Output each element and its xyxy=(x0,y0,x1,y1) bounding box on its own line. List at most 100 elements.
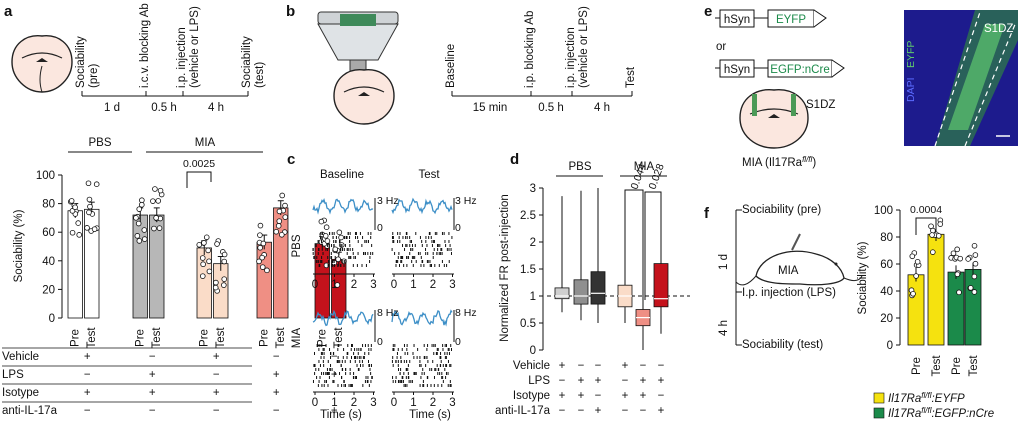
condition-value-a: + xyxy=(84,351,91,363)
data-point-a xyxy=(336,229,343,236)
rate-trace xyxy=(391,309,453,327)
condition-value-a: + xyxy=(273,369,280,381)
raster-panel: 0 1 2 3 0 1 2 3 0 1 2 3 0 1 2 3 xyxy=(312,197,456,409)
brain-icon xyxy=(11,35,73,93)
condition-value-a: − xyxy=(273,351,280,363)
data-point-f xyxy=(971,243,978,249)
panel-label-a: a xyxy=(4,3,13,20)
data-point-a xyxy=(68,198,75,204)
condition-row-label-d: anti-IL-17a xyxy=(495,405,551,417)
y-tick-label-f: 0 xyxy=(887,340,893,352)
construct-2: hSyn EGFP:nCre xyxy=(715,59,845,78)
data-point-a xyxy=(334,282,341,288)
data-point-f xyxy=(957,255,963,262)
brain-icon-e xyxy=(739,89,809,149)
y-tick-label-d: 2 xyxy=(530,237,536,249)
group-label-mia-d: MIA xyxy=(634,161,655,173)
mouse-icon xyxy=(735,233,863,286)
data-point-a xyxy=(341,258,347,265)
condition-value-a: + xyxy=(149,369,156,381)
condition-value-d: − xyxy=(640,405,647,417)
data-point-f xyxy=(910,291,916,297)
condition-value-a: − xyxy=(273,405,280,417)
data-point-f xyxy=(972,252,979,258)
condition-value-d: + xyxy=(595,375,602,387)
data-point-f xyxy=(954,271,961,278)
timeline-f: 1 d 4 h Sociability (pre) I.p. injection… xyxy=(718,204,836,351)
data-point-a xyxy=(151,225,157,232)
bar-f xyxy=(947,271,965,346)
p-value-f: 0.0004 xyxy=(910,204,942,216)
data-point-a xyxy=(279,192,286,199)
condition-value-a: + xyxy=(84,387,91,399)
condition-row-label-a: Isotype xyxy=(2,387,39,399)
bar-a xyxy=(67,210,83,319)
x-tick-label-f: Test xyxy=(931,355,943,377)
legend-swatch-eyfp xyxy=(873,392,885,404)
rate-scale-mia-baseline: 8 Hz xyxy=(377,307,399,319)
x-tick-label-f: Pre xyxy=(911,357,923,375)
data-point-a xyxy=(279,232,285,238)
data-point-a xyxy=(84,225,90,231)
condition-value-d: + xyxy=(559,360,566,372)
time-tick-label: 0 xyxy=(312,397,318,409)
x-tick-label-f: Test xyxy=(968,355,980,377)
data-point-a xyxy=(338,234,344,241)
x-tick-label-a: Pre xyxy=(198,329,210,347)
condition-value-a: + xyxy=(213,387,220,399)
group-label-mia: MIA xyxy=(195,137,216,149)
y-axis-label-f: Sociability (%) xyxy=(857,241,869,314)
data-point-a xyxy=(205,247,211,254)
data-point-a xyxy=(221,258,228,265)
data-point-a xyxy=(86,209,92,216)
condition-row-label-d: LPS xyxy=(528,375,550,387)
significance-bracket-f xyxy=(915,217,937,235)
panel-label-c: c xyxy=(287,151,295,168)
timeline-b-interval-2: 0.5 h xyxy=(538,102,564,114)
condition-value-d: − xyxy=(640,360,647,372)
region-label: S1DZ xyxy=(806,99,835,111)
data-point-a xyxy=(69,229,76,236)
panel-label-e: e xyxy=(704,3,712,20)
time-tick-label: 0 xyxy=(312,279,318,291)
condition-value-a: − xyxy=(84,405,91,417)
timeline-a-interval-1: 1 d xyxy=(104,102,120,114)
data-point-a xyxy=(282,202,288,209)
timeline-a-interval-2: 0.5 h xyxy=(151,102,177,114)
image-channel-dapi: DAPI xyxy=(905,77,917,102)
condition-value-d: + xyxy=(622,390,629,402)
rate-scale-pbs-test: 3 Hz xyxy=(455,195,477,207)
timeline-a-event-2: i.c.v. blocking Ab xyxy=(139,3,151,88)
brain-icon-b xyxy=(333,69,395,125)
y-tick-label-f: 40 xyxy=(880,286,893,298)
y-tick-label-a: 40 xyxy=(42,256,55,268)
data-point-a xyxy=(155,198,162,204)
timeline-b-event-1: Baseline xyxy=(445,44,457,88)
time-tick-label: 1 xyxy=(410,279,416,291)
data-point-a xyxy=(276,208,283,215)
rate-scale-mia-test: 8 Hz xyxy=(455,307,477,319)
data-point-a xyxy=(259,254,265,261)
x-tick-label-f: Pre xyxy=(951,357,963,375)
data-point-a xyxy=(257,222,264,229)
data-point-a xyxy=(199,255,206,261)
data-point-f xyxy=(930,227,936,234)
condition-value-d: + xyxy=(622,360,629,372)
y-axis-label-d: Normalized FR post-injection xyxy=(499,194,511,342)
data-point-f xyxy=(909,253,916,260)
data-point-a xyxy=(323,224,330,231)
timeline-b-interval-3: 4 h xyxy=(594,102,610,114)
data-point-f xyxy=(950,250,957,257)
data-point-f xyxy=(914,258,921,265)
condition-value-a: + xyxy=(213,351,220,363)
x-tick-label-a: Test xyxy=(151,327,163,349)
data-point-a xyxy=(93,181,100,188)
x-tick-label-a: Pre xyxy=(258,329,270,347)
data-point-a xyxy=(221,251,228,258)
timeline-f-event-2: I.p. injection (LPS) xyxy=(742,287,836,299)
y-tick-label-d: 0.5 xyxy=(520,318,536,330)
timeline-a-event-1: Sociability(pre) xyxy=(75,36,100,88)
data-point-a xyxy=(200,261,206,268)
time-tick-label: 3 xyxy=(449,397,455,409)
data-point-f xyxy=(971,289,978,295)
